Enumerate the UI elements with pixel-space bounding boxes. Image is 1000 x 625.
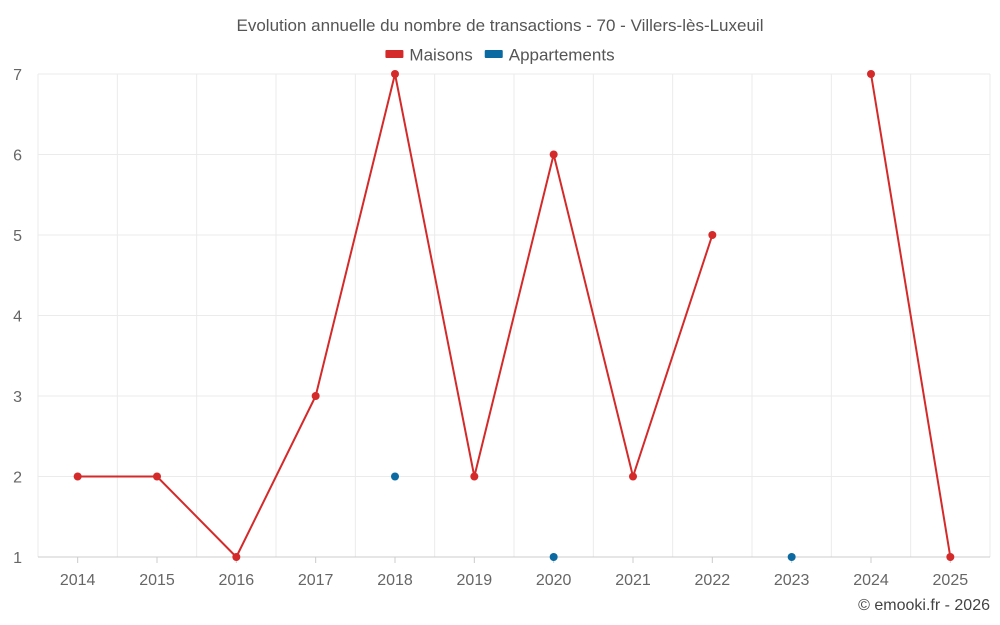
x-tick-label: 2014: [60, 572, 96, 589]
data-point[interactable]: [787, 553, 796, 561]
legend-label: Maisons: [409, 45, 472, 64]
x-tick-label: 2015: [139, 572, 175, 589]
data-point[interactable]: [73, 472, 82, 481]
series-line: [870, 73, 952, 558]
x-tick-label: 2023: [774, 572, 810, 589]
data-point[interactable]: [311, 392, 320, 400]
data-point[interactable]: [629, 472, 637, 481]
legend-items[interactable]: Maisons Appartements: [385, 45, 615, 64]
data-point[interactable]: [153, 472, 161, 481]
legend[interactable]: Maisons Appartements: [385, 45, 615, 64]
y-tick-label: 6: [13, 148, 22, 165]
y-tick-label: 3: [13, 389, 22, 406]
data-point[interactable]: [232, 553, 241, 561]
x-tick-label: 2021: [615, 572, 651, 589]
series-appartements: [391, 472, 796, 561]
chart-credit: © emooki.fr - 2026: [858, 597, 990, 614]
x-tick-label: 2018: [377, 572, 413, 589]
chart-title: Evolution annuelle du nombre de transact…: [237, 16, 764, 35]
data-point[interactable]: [708, 231, 717, 239]
data-point[interactable]: [391, 472, 399, 481]
data-point[interactable]: [391, 70, 399, 78]
axes: 1 2 3 4 5 6 7 2014 2015 2016 2017 2018 2019 2020 2021 2…: [13, 67, 990, 589]
data-point[interactable]: [549, 150, 558, 159]
legend-swatch: [484, 50, 503, 58]
data-point[interactable]: [867, 70, 875, 78]
x-tick-label: 2025: [933, 572, 969, 589]
x-tick-label: 2024: [853, 572, 889, 589]
legend-item[interactable]: Appartements: [484, 45, 615, 64]
legend-swatch: [385, 50, 404, 58]
x-tick-label: 2016: [219, 572, 255, 589]
legend-item[interactable]: Maisons: [385, 45, 473, 64]
y-tick-label: 1: [13, 550, 22, 567]
y-tick-label: 5: [13, 228, 22, 245]
x-tick-label: 2019: [457, 572, 493, 589]
legend-label: Appartements: [509, 45, 615, 64]
y-tick-label: 7: [13, 67, 22, 84]
data-point[interactable]: [946, 553, 955, 561]
x-tick-label: 2022: [695, 572, 731, 589]
data-point[interactable]: [549, 553, 558, 561]
series: [73, 70, 955, 561]
series-maisons: [73, 70, 955, 561]
y-tick-label: 4: [13, 309, 22, 326]
data-point[interactable]: [470, 472, 479, 481]
x-tick-label: 2020: [536, 572, 572, 589]
y-tick-label: 2: [13, 470, 22, 487]
x-tick-label: 2017: [298, 572, 334, 589]
